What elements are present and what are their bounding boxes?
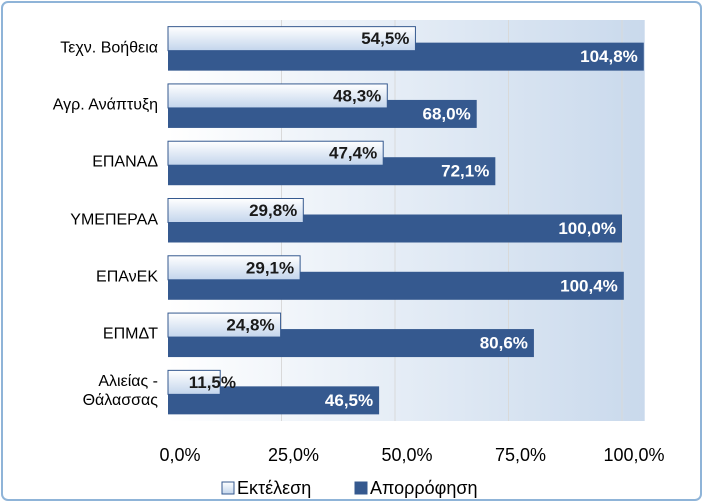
- bar: [167, 312, 282, 338]
- x-tick-label: 75,0%: [495, 445, 546, 465]
- bar: [167, 140, 384, 166]
- x-tick-label: 25,0%: [268, 445, 319, 465]
- category-label: Αγρ. Ανάπτυξη: [52, 96, 158, 114]
- category-label: ΕΠΜΔΤ: [102, 325, 158, 343]
- category-label: ΕΠΑΝΑΔ: [92, 153, 158, 171]
- value-label: 46,5%: [325, 391, 373, 410]
- value-label: 29,1%: [246, 258, 294, 277]
- legend-swatch: [221, 481, 235, 495]
- bar: [167, 83, 388, 109]
- bar: [167, 26, 416, 52]
- category-label: Τεχν. Βοήθεια: [60, 39, 158, 57]
- bar: [167, 255, 301, 281]
- value-label: 80,6%: [480, 334, 528, 353]
- legend-label: Απορρόφηση: [370, 478, 477, 498]
- legend-swatch: [354, 481, 368, 495]
- value-label: 72,1%: [441, 162, 489, 181]
- value-label: 68,0%: [423, 104, 471, 123]
- value-label: 29,8%: [249, 201, 297, 220]
- x-tick-label: 50,0%: [381, 445, 432, 465]
- bar: [167, 369, 221, 395]
- value-label: 11,5%: [189, 373, 236, 392]
- value-label: 24,8%: [226, 316, 274, 335]
- value-label: 48,3%: [333, 86, 381, 105]
- legend-label: Εκτέλεση: [237, 478, 311, 498]
- bar: [167, 198, 304, 223]
- category-label: ΕΠΑνΕΚ: [96, 268, 158, 286]
- value-label: 54,5%: [361, 29, 409, 48]
- category-label: ΥΜΕΠΕΡΑΑ: [70, 211, 158, 228]
- x-tick-label: 0,0%: [159, 445, 200, 465]
- value-label: 100,4%: [560, 276, 618, 295]
- category-label: Αλιείας - Θάλασσας: [82, 373, 158, 410]
- value-label: 104,8%: [580, 47, 638, 66]
- x-tick-label: 100,0%: [603, 445, 664, 465]
- value-label: 47,4%: [329, 144, 377, 163]
- value-label: 100,0%: [558, 219, 616, 238]
